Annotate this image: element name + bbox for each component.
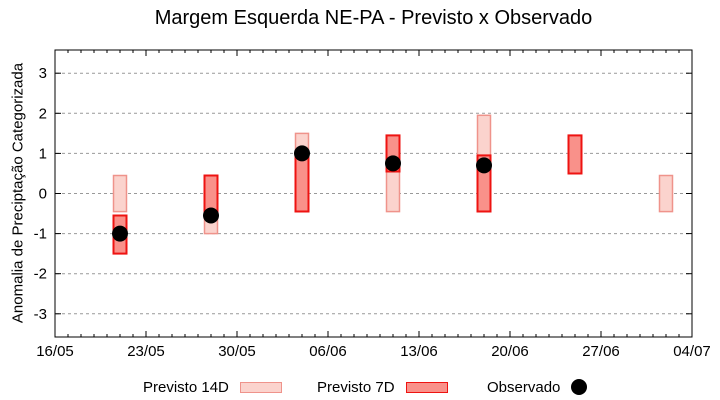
legend: Previsto 14D Previsto 7D Observado (0, 378, 720, 400)
x-tick-label: 06/06 (309, 343, 347, 360)
range-bar-previsto-14d-02-07 (658, 174, 674, 213)
observed-dot-28-05 (203, 207, 219, 224)
range-bar-previsto-14d-11-06 (385, 170, 401, 213)
plot-border (54, 49, 693, 338)
observed-dot-18-06 (476, 157, 492, 174)
observed-dot-21-05 (112, 225, 128, 242)
range-bar-previsto-14d-21-05 (112, 174, 128, 213)
y-tick-label: 1 (39, 145, 47, 162)
previsto-7d-swatch-icon (405, 381, 448, 393)
observed-dot-11-06 (385, 155, 401, 172)
x-tick-label: 20/06 (491, 343, 529, 360)
x-tick-label: 04/07 (673, 343, 711, 360)
legend-item-previsto-7d: Previsto 7D (317, 378, 448, 396)
y-tick-label: -2 (34, 266, 47, 283)
legend-item-observado: Observado (487, 378, 588, 396)
x-tick-label: 13/06 (400, 343, 438, 360)
range-bar-previsto-7d-25-06 (567, 134, 583, 175)
x-tick-label: 23/05 (127, 343, 165, 360)
legend-item-previsto-14d: Previsto 14D (143, 378, 282, 396)
legend-label-previsto-7d: Previsto 7D (317, 378, 395, 396)
legend-label-observado: Observado (487, 378, 561, 396)
y-tick-label: -1 (34, 226, 47, 243)
observado-dot-icon (571, 379, 588, 395)
y-tick-label: 3 (39, 65, 47, 82)
chart-title: Margem Esquerda NE-PA - Previsto x Obser… (154, 7, 593, 29)
y-tick-label: 2 (39, 105, 47, 122)
x-tick-label: 16/05 (36, 343, 74, 360)
y-tick-label: 0 (39, 186, 47, 203)
x-tick-label: 30/05 (218, 343, 256, 360)
previsto-14d-swatch-icon (239, 381, 282, 393)
legend-label-previsto-14d: Previsto 14D (143, 378, 229, 396)
observed-dot-04-06 (294, 145, 310, 162)
y-tick-label: -3 (34, 306, 47, 323)
x-tick-label: 27/06 (582, 343, 620, 360)
